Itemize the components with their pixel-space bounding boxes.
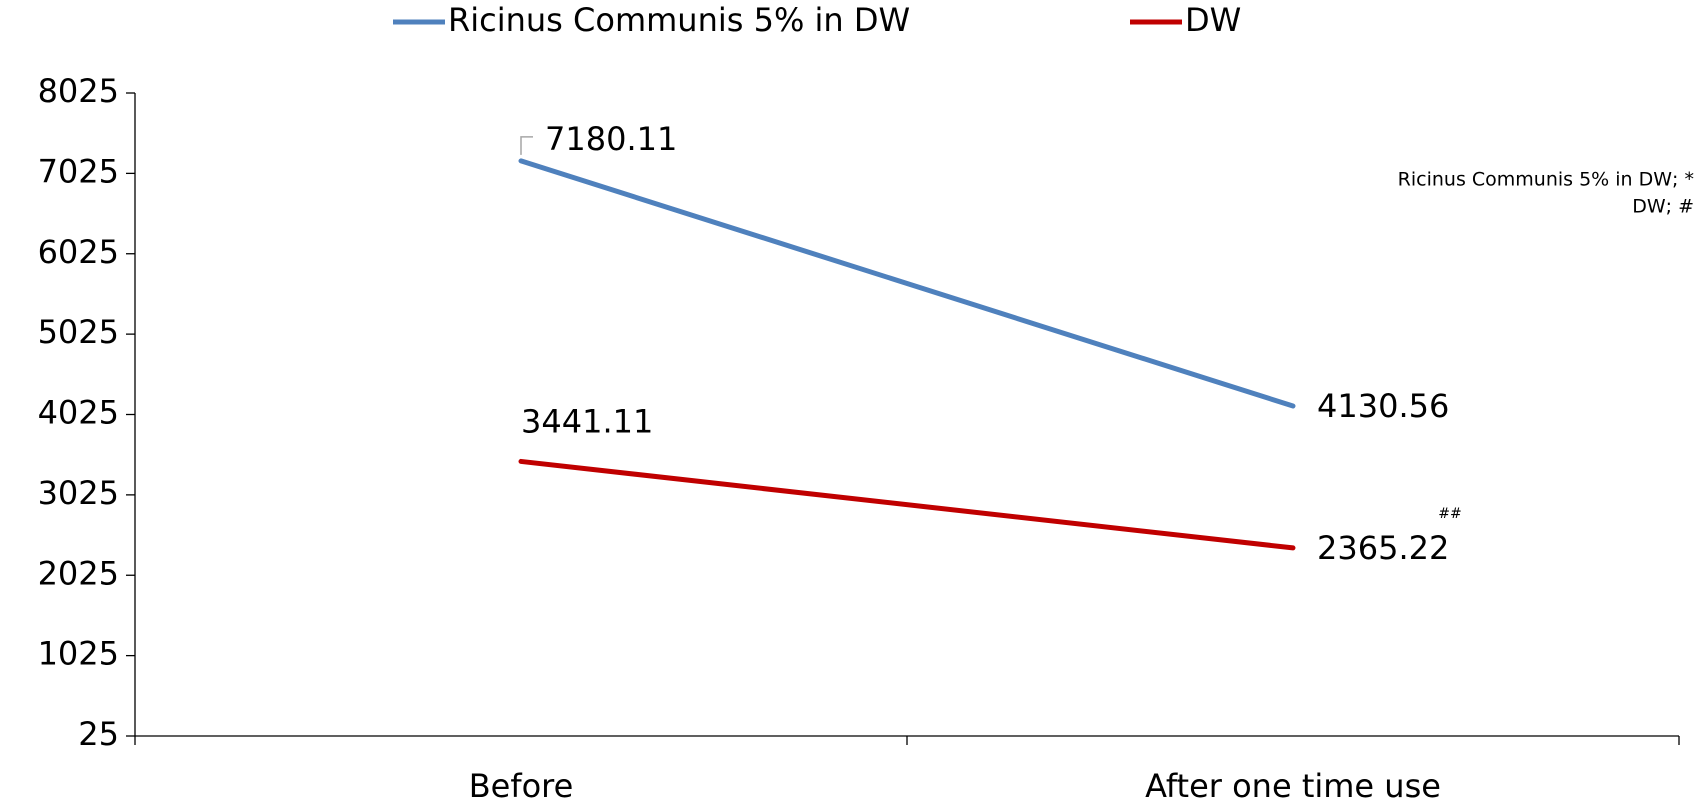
y-tick-label: 2025 [38, 554, 119, 592]
y-tick-label: 4025 [38, 394, 119, 432]
legend-label: Ricinus Communis 5% in DW [448, 1, 910, 39]
y-tick-label: 7025 [38, 152, 119, 190]
y-tick-label: 25 [78, 715, 119, 753]
data-label: 4130.56 [1317, 387, 1449, 425]
line [518, 158, 1296, 409]
annotation: Ricinus Communis 5% in DW; * [1398, 169, 1694, 191]
x-tick-label: Before [469, 767, 574, 805]
annotation: DW; # [1632, 196, 1694, 218]
data-label: 3441.11 [521, 402, 653, 440]
data-label: 7180.11 [545, 120, 677, 158]
annotation: ## [1438, 506, 1461, 522]
line [518, 458, 1296, 551]
x-tick-label: After one time use [1145, 767, 1441, 805]
legend-label: DW [1185, 1, 1241, 39]
leader-line [520, 136, 533, 155]
y-tick-label: 6025 [38, 233, 119, 271]
data-label: 2365.22 [1317, 529, 1449, 567]
y-tick-label: 8025 [38, 72, 119, 110]
y-tick-label: 5025 [38, 313, 119, 351]
y-tick-label: 1025 [38, 635, 119, 673]
y-tick-label: 3025 [38, 474, 119, 512]
